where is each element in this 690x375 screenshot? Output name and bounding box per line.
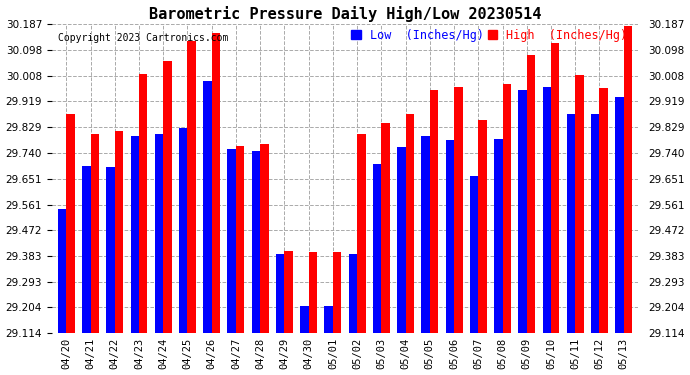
Bar (494, 138, 502, 333)
Bar (382, 123, 390, 333)
Bar (470, 176, 478, 333)
Bar (333, 252, 342, 333)
Bar (155, 134, 164, 333)
Bar (575, 75, 584, 333)
Bar (228, 148, 236, 333)
Bar (252, 152, 260, 333)
Bar (446, 140, 454, 333)
Bar (106, 167, 115, 333)
Bar (502, 84, 511, 333)
Bar (130, 136, 139, 333)
Bar (308, 252, 317, 333)
Bar (90, 134, 99, 333)
Bar (236, 146, 244, 333)
Legend: Low  (Inches/Hg), High  (Inches/Hg): Low (Inches/Hg), High (Inches/Hg) (346, 24, 632, 46)
Bar (115, 131, 124, 333)
Bar (478, 120, 486, 333)
Bar (276, 254, 284, 333)
Bar (406, 114, 414, 333)
Bar (284, 251, 293, 333)
Bar (430, 90, 438, 333)
Bar (518, 90, 526, 333)
Bar (551, 44, 560, 333)
Bar (204, 81, 212, 333)
Bar (179, 128, 188, 333)
Bar (324, 306, 333, 333)
Bar (300, 306, 308, 333)
Bar (58, 209, 66, 333)
Bar (542, 87, 551, 333)
Bar (526, 55, 535, 333)
Bar (454, 87, 462, 333)
Bar (615, 97, 624, 333)
Bar (188, 40, 196, 333)
Bar (422, 136, 430, 333)
Bar (591, 114, 600, 333)
Bar (348, 254, 357, 333)
Bar (164, 61, 172, 333)
Title: Barometric Pressure Daily High/Low 20230514: Barometric Pressure Daily High/Low 20230… (149, 6, 541, 21)
Bar (373, 165, 382, 333)
Bar (139, 74, 148, 333)
Bar (624, 26, 632, 333)
Bar (397, 147, 406, 333)
Bar (357, 134, 366, 333)
Bar (566, 114, 575, 333)
Bar (600, 88, 608, 333)
Bar (66, 114, 75, 333)
Bar (82, 166, 90, 333)
Bar (260, 144, 268, 333)
Bar (212, 33, 220, 333)
Text: Copyright 2023 Cartronics.com: Copyright 2023 Cartronics.com (58, 33, 228, 44)
